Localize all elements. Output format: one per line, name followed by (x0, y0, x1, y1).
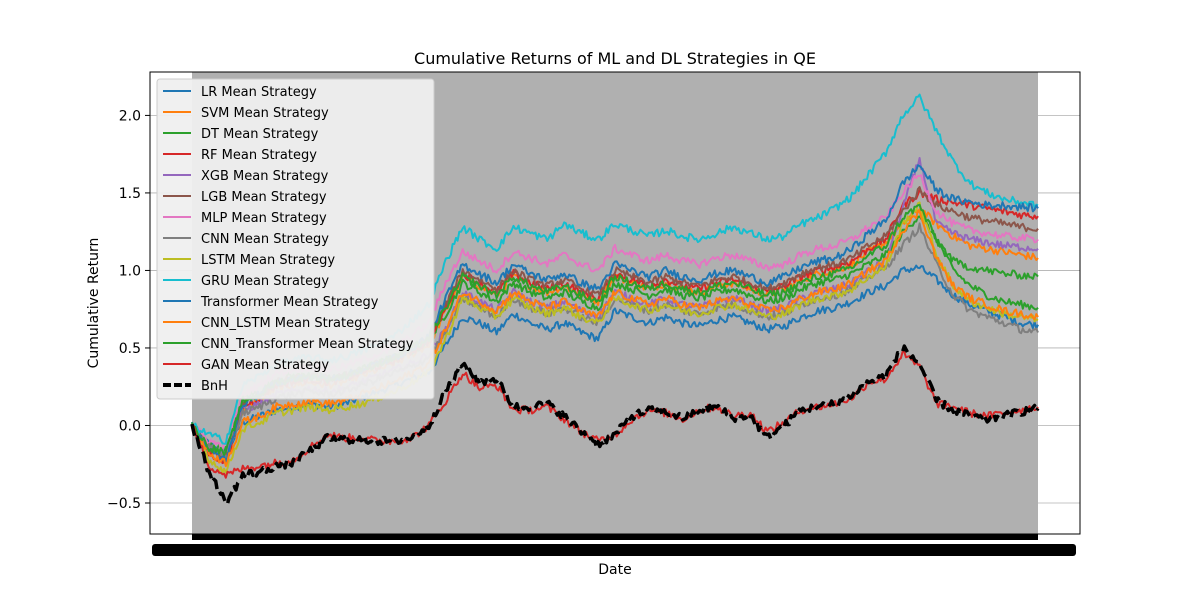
legend-label: BnH (201, 379, 228, 394)
legend-label: CNN_Transformer Mean Strategy (201, 337, 414, 352)
legend-label: CNN_LSTM Mean Strategy (201, 316, 370, 331)
legend-label: DT Mean Strategy (201, 127, 319, 142)
legend-box (156, 78, 435, 400)
legend-label: LR Mean Strategy (201, 85, 317, 100)
y-tick-label: −0.5 (107, 496, 141, 512)
legend: LR Mean Strategy SVM Mean Strategy DT Mean… (156, 78, 435, 400)
legend-label: Transformer Mean Strategy (200, 295, 379, 310)
series-line-11 (191, 209, 1039, 468)
x-axis-label: Date (598, 562, 631, 578)
legend-label: XGB Mean Strategy (201, 169, 329, 184)
legend-label: GAN Mean Strategy (201, 358, 329, 373)
legend-label: CNN Mean Strategy (201, 232, 329, 247)
legend-label: LGB Mean Strategy (201, 190, 327, 205)
y-axis-label: Cumulative Return (86, 238, 102, 369)
x-tick-marks (192, 534, 1038, 540)
y-tick-label: 0.0 (119, 418, 141, 434)
y-tick-label: 1.0 (119, 263, 141, 279)
legend-label: SVM Mean Strategy (201, 106, 329, 121)
x-tick-labels-overlapping (152, 544, 1076, 556)
legend-label: LSTM Mean Strategy (201, 253, 335, 268)
chart-title: Cumulative Returns of ML and DL Strategi… (414, 49, 816, 68)
series-line-8 (191, 201, 1039, 474)
y-axis: −0.5 0.0 0.5 1.0 1.5 2.0 (107, 108, 150, 512)
legend-label: MLP Mean Strategy (201, 211, 327, 226)
x-axis (152, 534, 1076, 556)
series-line-0 (191, 264, 1039, 458)
series-line-14 (190, 344, 1040, 506)
legend-label: GRU Mean Strategy (201, 274, 329, 289)
y-tick-label: 1.5 (119, 186, 141, 202)
y-tick-label: 2.0 (119, 108, 141, 124)
legend-label: RF Mean Strategy (201, 148, 317, 163)
y-tick-label: 0.5 (119, 341, 141, 357)
